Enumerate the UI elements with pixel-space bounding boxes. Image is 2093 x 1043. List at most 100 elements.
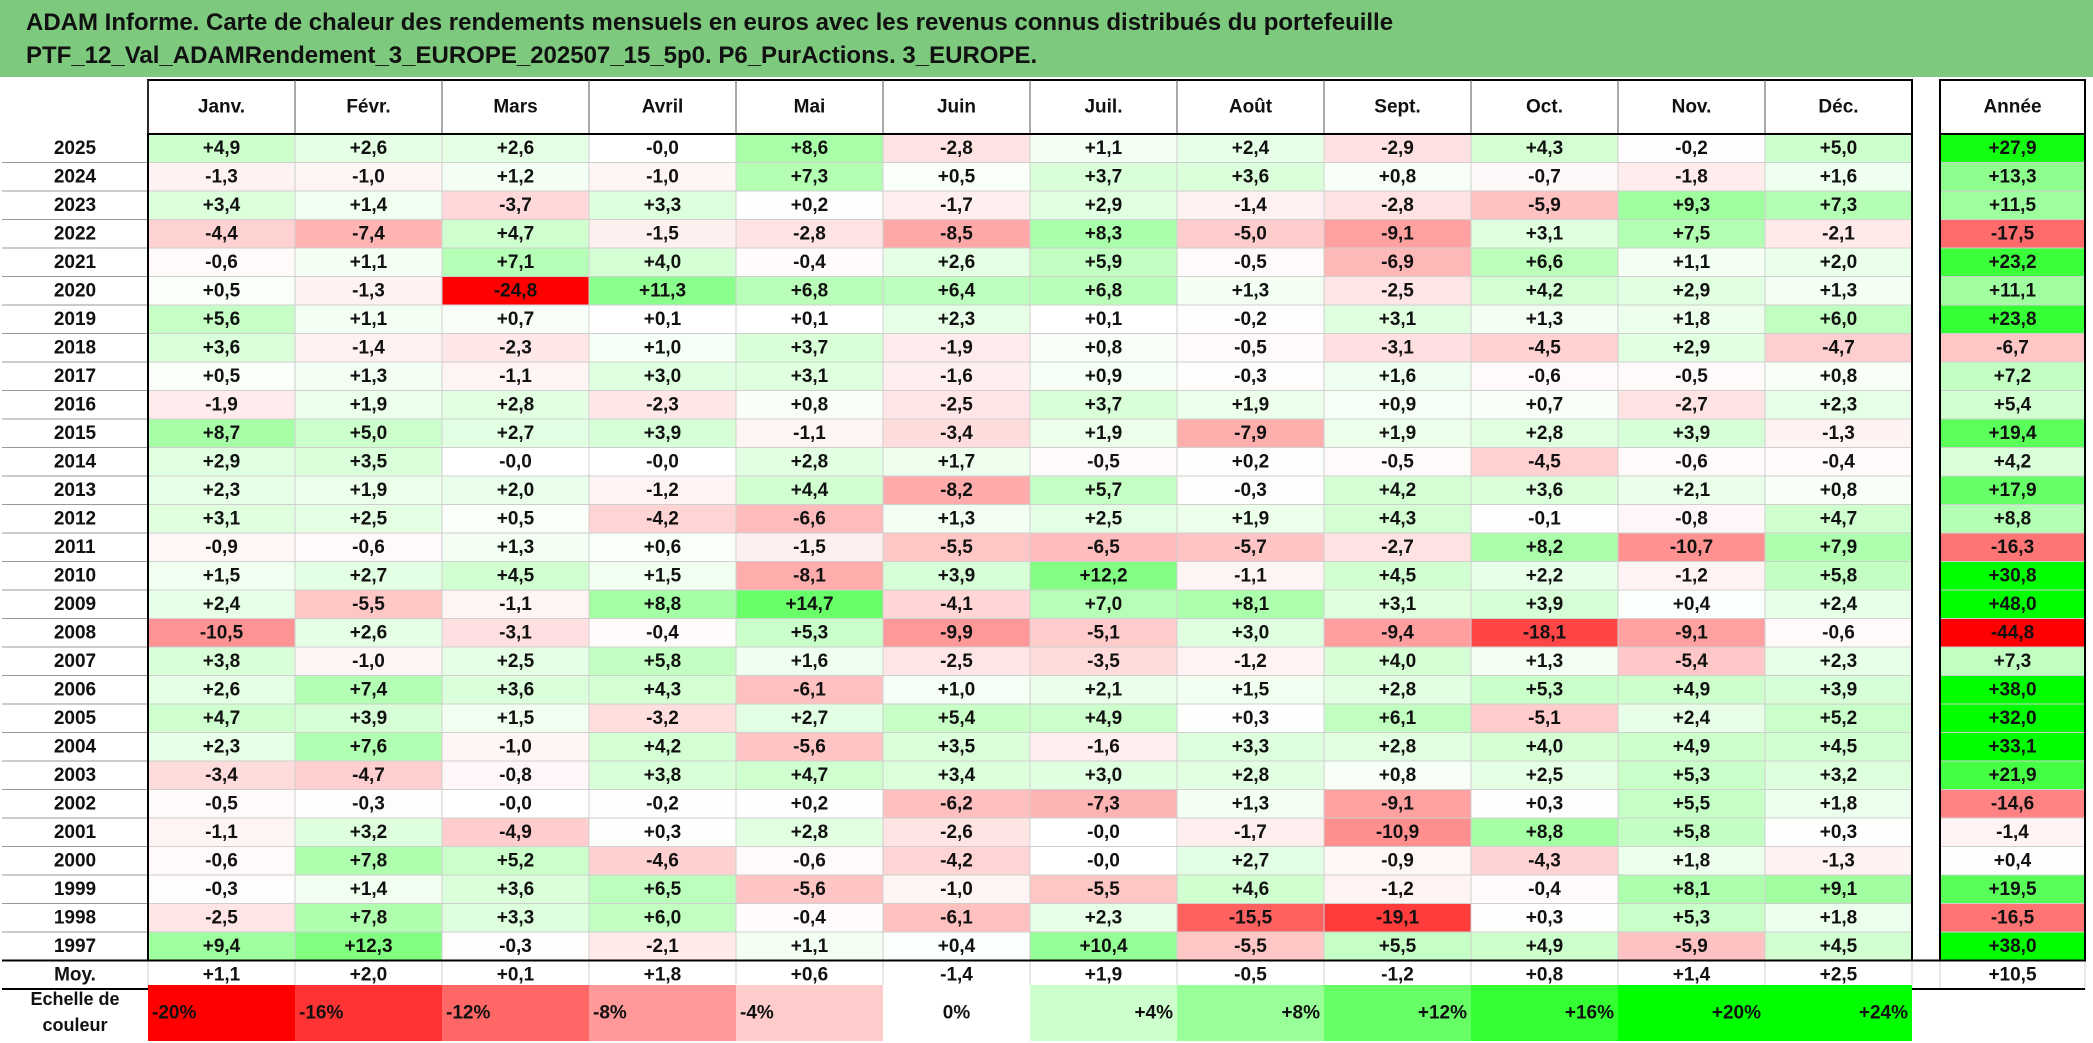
row-2014-value-5: +2,8 — [791, 451, 829, 472]
row-2010-cell-5 — [735, 561, 884, 591]
row-2004-value-8: +3,3 — [1232, 736, 1270, 757]
year-label-2022: 2022 — [54, 223, 96, 244]
row-2021-value-5: -0,4 — [793, 252, 826, 273]
row-2010-value-7: +12,2 — [1079, 565, 1127, 586]
row-2010-cell-7 — [1029, 561, 1178, 591]
row-2015-value-6: -3,4 — [940, 423, 973, 444]
row-2014-value-9: -0,5 — [1381, 451, 1414, 472]
row-2016-cell-2 — [294, 390, 443, 420]
row-2003-value-3: -0,8 — [499, 765, 532, 786]
row-2012-cell-12 — [1764, 504, 1913, 534]
color-scale-label-8: +8% — [1281, 1003, 1320, 1024]
year-label-2015: 2015 — [54, 423, 97, 444]
row-2003-value-6: +3,4 — [938, 765, 976, 786]
row-2015-cell-11 — [1617, 418, 1766, 448]
row-2025-cell-4 — [588, 133, 737, 163]
year-label-2002: 2002 — [54, 793, 96, 814]
row-2019-cell-11 — [1617, 304, 1766, 334]
row-2012-year-total: +8,8 — [1994, 508, 2032, 529]
average-row-value-3: +0,1 — [497, 964, 535, 985]
row-2023-value-12: +7,3 — [1820, 195, 1858, 216]
row-2004-value-9: +2,8 — [1379, 736, 1417, 757]
row-2006-cell-7 — [1029, 675, 1178, 705]
row-1998-value-7: +2,3 — [1085, 907, 1123, 928]
row-2000-cell-10 — [1470, 846, 1619, 876]
row-1999-value-5: -5,6 — [793, 879, 826, 900]
row-1997-value-4: -2,1 — [646, 936, 679, 957]
row-2018-cell-10 — [1470, 333, 1619, 363]
average-row-cell-11 — [1617, 960, 1766, 990]
row-2012-cell-11 — [1617, 504, 1766, 534]
row-2025-cell-10 — [1470, 133, 1619, 163]
row-2022-cell-4 — [588, 219, 737, 249]
row-2004-value-4: +4,2 — [644, 736, 682, 757]
row-2008-value-3: -3,1 — [499, 622, 532, 643]
row-2020-value-1: +0,5 — [203, 280, 241, 301]
row-2009-cell-11 — [1617, 589, 1766, 619]
row-2012-value-12: +4,7 — [1820, 508, 1858, 529]
row-2024-cell-7 — [1029, 162, 1178, 192]
row-2016-value-2: +1,9 — [350, 394, 388, 415]
row-2000-cell-2 — [294, 846, 443, 876]
color-scale-swatch-6 — [883, 985, 1030, 1041]
row-2006-value-4: +4,3 — [644, 679, 682, 700]
row-2013-value-2: +1,9 — [350, 480, 388, 501]
row-2013-value-5: +4,4 — [791, 480, 829, 501]
row-2005-value-11: +2,4 — [1673, 708, 1711, 729]
row-2004-value-6: +3,5 — [938, 736, 976, 757]
row-2017-value-8: -0,3 — [1234, 366, 1267, 387]
row-2010-value-5: -8,1 — [793, 565, 826, 586]
color-scale-label-line-2: couleur — [42, 1015, 107, 1035]
row-2013-value-3: +2,0 — [497, 480, 535, 501]
row-2017-cell-3 — [441, 361, 590, 391]
row-2015-value-2: +5,0 — [350, 423, 388, 444]
row-2020-year-total: +11,1 — [1989, 280, 2036, 301]
row-2009-value-8: +8,1 — [1232, 594, 1270, 615]
row-2022-value-5: -2,8 — [793, 223, 826, 244]
row-2001-value-6: -2,6 — [940, 822, 973, 843]
row-2021-value-3: +7,1 — [497, 252, 535, 273]
row-2004-year-cell — [1939, 732, 2086, 762]
row-2022-value-7: +8,3 — [1085, 223, 1123, 244]
row-2011-value-8: -5,7 — [1234, 537, 1267, 558]
row-2025-value-11: -0,2 — [1675, 138, 1708, 159]
row-2008-value-6: -9,9 — [940, 622, 973, 643]
row-1999-value-2: +1,4 — [350, 879, 388, 900]
row-2002-value-11: +5,5 — [1673, 793, 1711, 814]
title-bar: ADAM Informe. Carte de chaleur des rende… — [0, 0, 2093, 77]
row-2020-cell-10 — [1470, 276, 1619, 306]
row-2017-cell-1 — [147, 361, 296, 391]
row-2024-value-9: +0,8 — [1379, 166, 1417, 187]
row-2002-value-2: -0,3 — [352, 793, 385, 814]
row-2012-value-6: +1,3 — [938, 508, 976, 529]
row-2017-cell-11 — [1617, 361, 1766, 391]
row-2020-value-5: +6,8 — [791, 280, 829, 301]
color-scale-label-12: +24% — [1859, 1003, 1908, 1024]
row-2012-cell-6 — [882, 504, 1031, 534]
row-2002-cell-5 — [735, 789, 884, 819]
row-1999-value-1: -0,3 — [205, 879, 238, 900]
row-2018-value-1: +3,6 — [203, 337, 241, 358]
row-1997-value-12: +4,5 — [1820, 936, 1858, 957]
row-2014-cell-7 — [1029, 447, 1178, 477]
row-2007-value-4: +5,8 — [644, 651, 682, 672]
row-2005-value-3: +1,5 — [497, 708, 535, 729]
row-2021-value-6: +2,6 — [938, 252, 976, 273]
row-2015-value-3: +2,7 — [497, 423, 535, 444]
row-2024-cell-1 — [147, 162, 296, 192]
row-2018-value-7: +0,8 — [1085, 337, 1123, 358]
row-2024-cell-2 — [294, 162, 443, 192]
row-2023-cell-6 — [882, 190, 1031, 220]
row-2010-value-9: +4,5 — [1379, 565, 1417, 586]
row-2013-value-4: -1,2 — [646, 480, 679, 501]
row-1999-value-10: -0,4 — [1528, 879, 1561, 900]
row-2006-value-10: +5,3 — [1526, 679, 1564, 700]
row-2018-cell-4 — [588, 333, 737, 363]
row-2015-cell-10 — [1470, 418, 1619, 448]
row-2011-value-11: -10,7 — [1670, 537, 1713, 558]
row-2016-cell-12 — [1764, 390, 1913, 420]
row-1999-cell-10 — [1470, 874, 1619, 904]
year-label-2004: 2004 — [54, 736, 97, 757]
row-1999-value-6: -1,0 — [940, 879, 973, 900]
row-2013-cell-4 — [588, 475, 737, 505]
